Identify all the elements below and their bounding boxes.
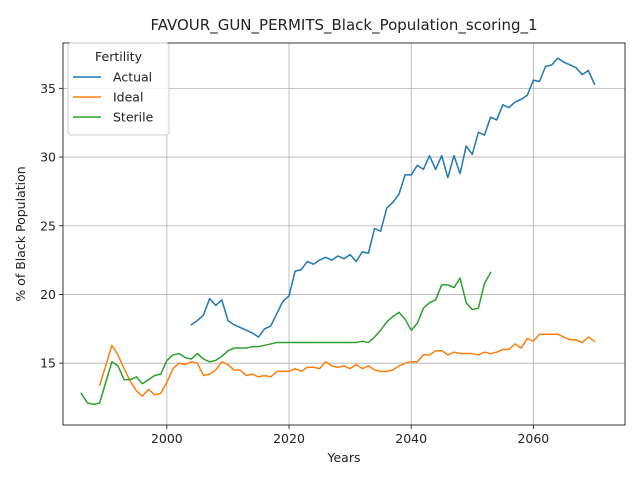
y-tick-label: 15 xyxy=(40,356,56,371)
series-line-actual xyxy=(190,57,596,338)
series-line-ideal xyxy=(98,333,596,397)
grid-lines xyxy=(63,43,625,425)
y-axis-label: % of Black Population xyxy=(13,166,28,301)
x-tick-label: 2040 xyxy=(395,431,427,446)
x-tick-label: 2020 xyxy=(273,431,305,446)
legend: Fertility Actual Ideal Sterile xyxy=(67,42,170,136)
legend-box xyxy=(67,42,170,136)
y-tick-label: 30 xyxy=(40,150,56,165)
x-tick-label: 2000 xyxy=(151,431,183,446)
legend-items: Actual Ideal Sterile xyxy=(73,70,154,125)
x-axis-label: Years xyxy=(327,450,361,465)
y-tick-label: 25 xyxy=(40,218,56,233)
legend-label-actual: Actual xyxy=(113,70,152,85)
legend-title: Fertility xyxy=(95,49,143,64)
y-tick-label: 35 xyxy=(40,81,56,96)
legend-label-sterile: Sterile xyxy=(113,110,154,125)
y-tick-label: 20 xyxy=(40,287,56,302)
axis-ticks: 2000 2020 2040 2060 15 20 25 30 35 xyxy=(40,81,549,446)
chart-title: FAVOUR_GUN_PERMITS_Black_Population_scor… xyxy=(150,16,537,35)
series-lines xyxy=(80,57,596,406)
x-tick-label: 2060 xyxy=(517,431,549,446)
series-line-sterile xyxy=(80,271,492,406)
legend-label-ideal: Ideal xyxy=(113,90,143,105)
plot-frame xyxy=(62,42,626,426)
